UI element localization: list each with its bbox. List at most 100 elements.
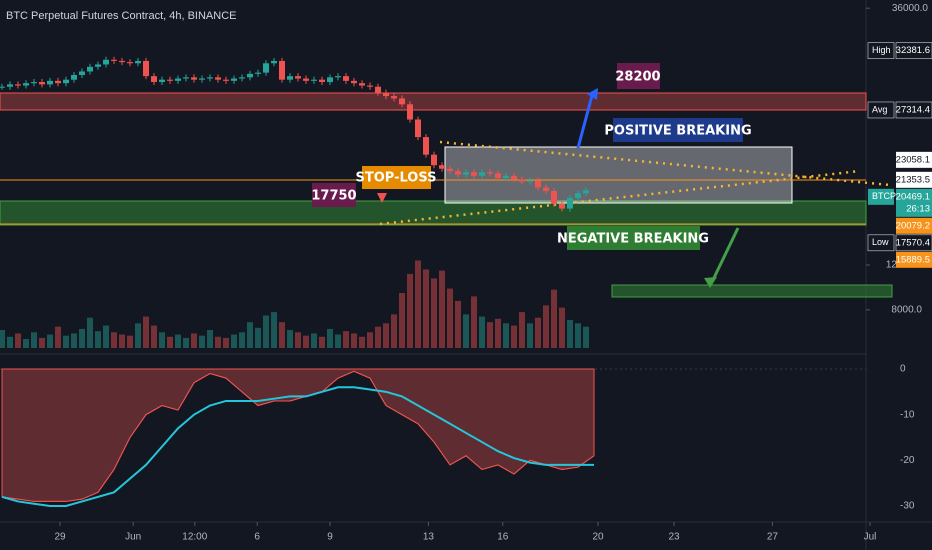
candle (311, 79, 317, 81)
candle (351, 80, 357, 84)
volume-bar (415, 260, 421, 348)
volume-bar (279, 322, 285, 348)
candle (407, 104, 413, 120)
volume-bar (335, 334, 341, 348)
candle (23, 83, 29, 86)
volume-bar (567, 319, 573, 348)
volume-bar (143, 316, 149, 348)
volume-bar (423, 269, 429, 348)
volume-bar (31, 332, 37, 348)
x-tick-label: Jul (864, 532, 877, 543)
resistance-zone (0, 92, 867, 111)
volume-bar (79, 328, 85, 348)
candle (15, 84, 21, 86)
candle (247, 73, 253, 78)
candle (199, 78, 205, 80)
annotation: NEGATIVE BREAKING (557, 232, 709, 247)
candle (263, 63, 269, 73)
label-name: Low (872, 237, 889, 247)
annotation: POSITIVE BREAKING (604, 124, 751, 139)
candle (271, 60, 277, 64)
candle (215, 77, 221, 80)
x-tick-label: 20 (592, 532, 604, 543)
volume-bar (431, 278, 437, 348)
price-label: 32381.6 (896, 45, 930, 56)
candle (295, 76, 301, 79)
candle (231, 78, 237, 81)
label-name: BTCPERP (872, 191, 915, 201)
candle (87, 66, 93, 72)
volume-bar (559, 307, 565, 348)
volume-bar (103, 325, 109, 348)
annotation: 17750 (311, 189, 356, 204)
volume-bar (87, 317, 93, 348)
annotation-box (613, 118, 743, 142)
candle (431, 154, 437, 166)
candle (303, 78, 309, 81)
price-tag (896, 151, 932, 168)
candle (423, 137, 429, 155)
candle (319, 79, 325, 83)
candle (583, 190, 589, 194)
volume-bar (391, 314, 397, 348)
volume-bar (367, 332, 373, 348)
x-tick-label: 29 (54, 532, 66, 543)
candle (223, 79, 229, 81)
annotation-box (362, 166, 431, 189)
volume-bar (63, 335, 69, 348)
candle (575, 193, 581, 199)
annotation-box (312, 183, 356, 207)
candle (391, 96, 397, 99)
volume-bar (263, 315, 269, 348)
candle (151, 76, 157, 83)
price-label: 17570.4 (896, 237, 930, 248)
volume-bar (231, 334, 237, 348)
volume-bar (343, 331, 349, 348)
annotation: 28200 (615, 70, 660, 85)
volume-bar (319, 336, 325, 348)
x-tick-label: 6 (254, 532, 260, 543)
volume-bar (247, 322, 253, 348)
y-tick-label: -10 (900, 409, 915, 420)
arrow-head (587, 88, 598, 100)
arrow-head (704, 277, 717, 288)
volume-bar (359, 336, 365, 348)
price-tag (896, 217, 932, 234)
candle (7, 84, 13, 87)
candle (143, 60, 149, 77)
candle (471, 172, 477, 176)
y-tick-label: -30 (900, 501, 915, 512)
candle (207, 77, 213, 79)
volume-bar (495, 318, 501, 348)
candle (287, 76, 293, 80)
volume-bar (399, 293, 405, 348)
candle (399, 98, 405, 105)
y-tick-label: 36000.0 (892, 3, 929, 14)
volume-bar (543, 305, 549, 348)
volume-bar (535, 317, 541, 348)
volume-bar (55, 326, 61, 348)
candle (39, 82, 45, 85)
candle (0, 86, 5, 88)
candle (55, 80, 61, 84)
volume-bar (119, 334, 125, 348)
candle (567, 198, 573, 209)
volume-bar (471, 296, 477, 348)
volume-bar (455, 300, 461, 348)
candle (455, 171, 461, 175)
volume-bar (191, 333, 197, 348)
x-tick-label: 16 (497, 532, 509, 543)
candle (559, 203, 565, 209)
x-tick-label: 9 (327, 532, 333, 543)
candle (447, 168, 453, 172)
candle (103, 59, 109, 65)
volume-bar (159, 332, 165, 348)
price-tag (895, 101, 932, 119)
volume-bar (351, 333, 357, 348)
volume-bar (175, 334, 181, 348)
x-tick-label: 12:00 (182, 532, 207, 543)
candle (183, 77, 189, 79)
volume-bar (527, 323, 533, 348)
